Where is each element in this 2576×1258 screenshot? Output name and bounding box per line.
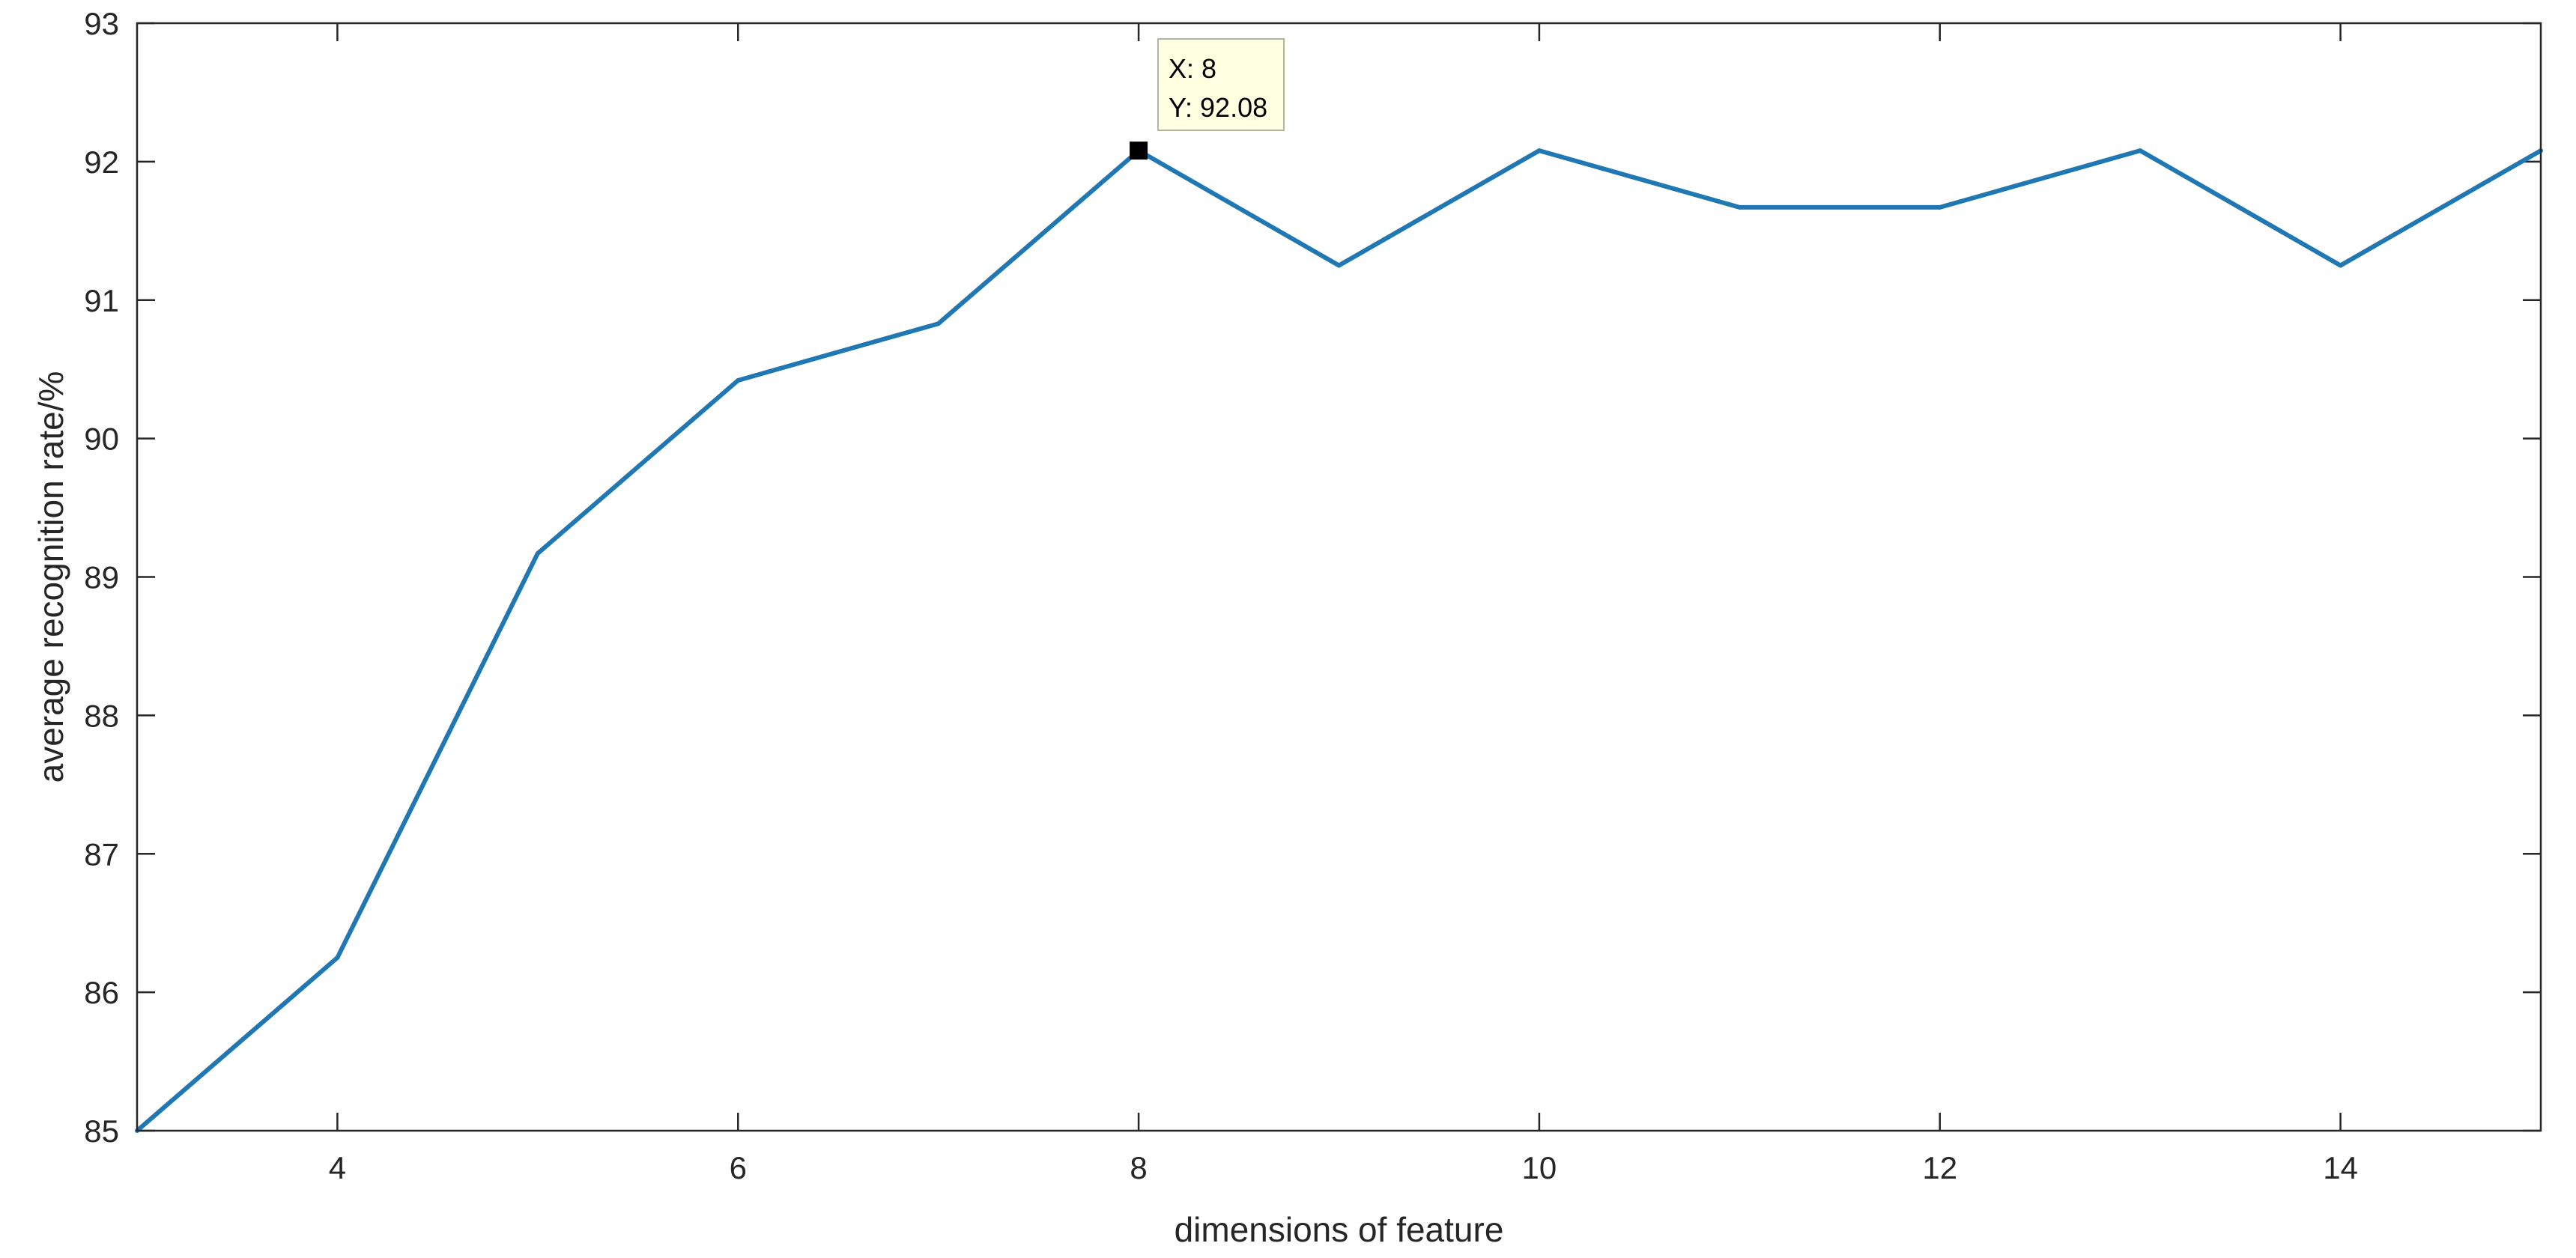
y-tick-label: 86 <box>84 975 119 1010</box>
x-axis-label: dimensions of feature <box>1175 1210 1504 1249</box>
x-tick-label: 8 <box>1130 1150 1147 1185</box>
y-tick-label: 88 <box>84 698 119 733</box>
y-tick-label: 91 <box>84 283 119 318</box>
x-tick-label: 10 <box>1522 1150 1557 1185</box>
data-point <box>1737 204 1742 210</box>
data-point <box>1336 263 1342 268</box>
data-point <box>736 377 741 383</box>
axes-box <box>136 22 2542 1132</box>
datatip-x-text: X: 8 <box>1169 53 1216 84</box>
x-tick-label: 4 <box>329 1150 346 1185</box>
y-tick-label: 89 <box>84 560 119 595</box>
data-point <box>2338 263 2343 268</box>
y-tick-label: 92 <box>84 145 119 180</box>
y-axis-label: average recognition rate/% <box>31 371 70 783</box>
data-point <box>1937 204 1942 210</box>
x-tick-label: 6 <box>730 1150 747 1185</box>
y-tick-label: 85 <box>84 1113 119 1149</box>
data-point <box>936 321 941 326</box>
datatip-marker[interactable] <box>1130 142 1148 160</box>
data-point <box>1536 148 1542 154</box>
x-axis: 4 6 8 10 12 14 <box>329 23 2358 1185</box>
y-axis: 85 86 87 88 89 90 91 92 93 <box>84 6 2541 1149</box>
datatip-box <box>1157 38 1285 131</box>
plot-area <box>137 23 2541 1131</box>
datatip-y-text: Y: 92.08 <box>1169 92 1267 123</box>
data-point <box>335 955 340 960</box>
data-point <box>2138 148 2143 154</box>
data-points <box>135 148 2543 1133</box>
datatip[interactable]: X: 8 Y: 92.08 <box>1130 38 1285 160</box>
x-tick-label: 14 <box>2323 1150 2358 1185</box>
data-point <box>535 551 540 556</box>
y-tick-label: 93 <box>84 6 119 41</box>
x-tick-label: 12 <box>1922 1150 1957 1185</box>
y-tick-label: 87 <box>84 836 119 872</box>
y-tick-label: 90 <box>84 422 119 457</box>
